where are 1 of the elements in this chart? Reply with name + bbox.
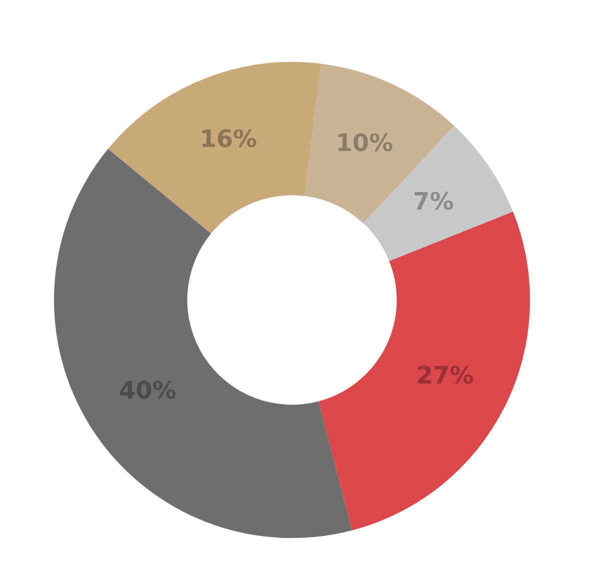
data-label: 27%: [416, 361, 474, 390]
